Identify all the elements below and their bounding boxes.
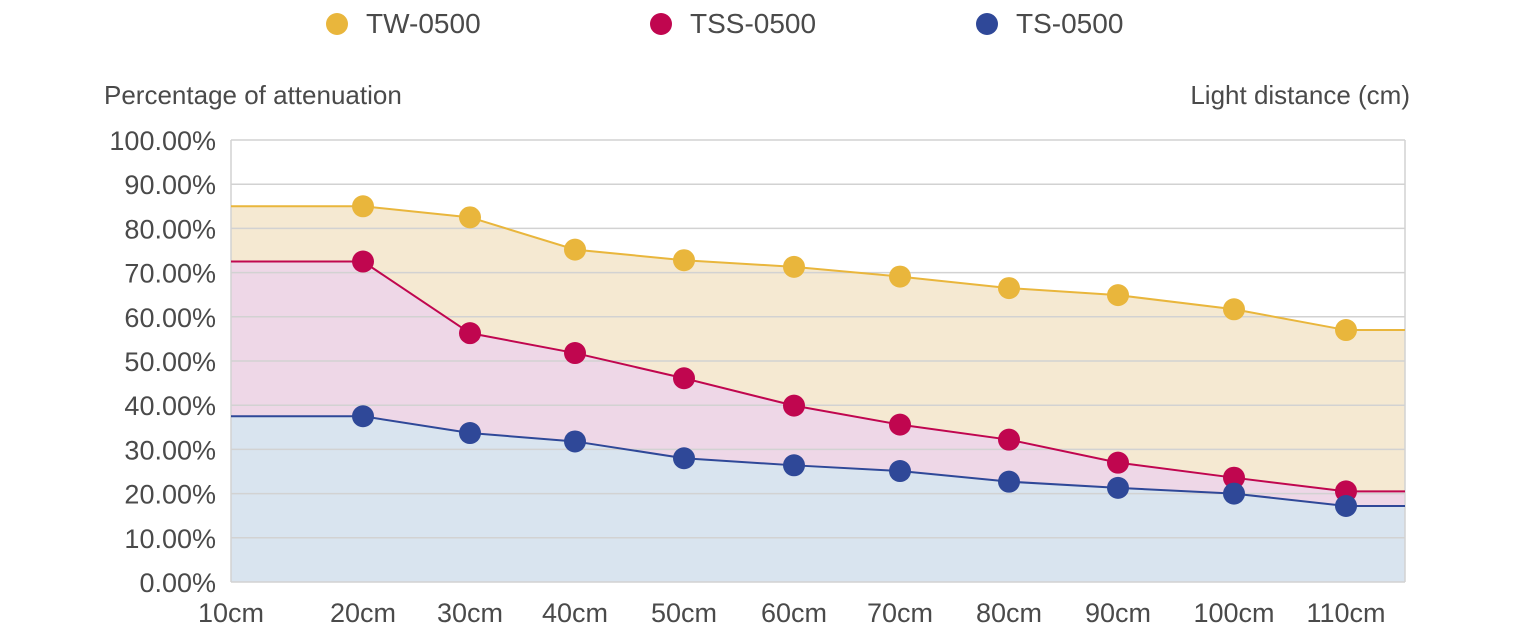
legend-dot-icon (650, 13, 672, 35)
data-point-ts-0500 (998, 470, 1020, 493)
x-tick-label: 20cm (330, 598, 396, 628)
x-tick-label: 110cm (1306, 598, 1385, 628)
line-layer (231, 205, 1405, 507)
data-point-tss-0500 (783, 394, 805, 417)
data-point-tss-0500 (459, 322, 481, 345)
grid-layer (230, 139, 1406, 583)
legend-label: TSS-0500 (690, 8, 817, 39)
data-point-ts-0500 (673, 447, 695, 470)
x-tick-label: 30cm (437, 598, 503, 628)
x-tick-layer: 10cm 20cm 30cm 40cm 50cm 60cm 70cm 80cm 90cm 100c… (198, 598, 1386, 628)
y-tick-label: 90.00% (124, 170, 216, 200)
data-point-tss-0500 (998, 428, 1020, 451)
point-layer (352, 195, 1357, 517)
data-point-ts-0500 (564, 430, 586, 453)
data-point-tw-0500 (673, 249, 695, 272)
data-point-tw-0500 (352, 195, 374, 218)
x-tick-label: 70cm (867, 598, 933, 628)
legend-dot-icon (326, 13, 348, 35)
x-tick-label: 60cm (761, 598, 827, 628)
series-line-tss-0500 (231, 260, 1405, 493)
y-tick-label: 60.00% (124, 303, 216, 333)
area-ts-0500 (231, 416, 1405, 582)
data-point-tw-0500 (783, 255, 805, 278)
data-point-tss-0500 (352, 250, 374, 273)
data-point-ts-0500 (1335, 494, 1357, 517)
y-tick-label: 40.00% (124, 391, 216, 421)
series-line-ts-0500 (231, 415, 1405, 507)
data-point-ts-0500 (889, 460, 911, 483)
data-point-ts-0500 (459, 422, 481, 445)
data-point-tss-0500 (1107, 451, 1129, 474)
series-line-tw-0500 (231, 205, 1405, 332)
data-point-tw-0500 (889, 265, 911, 288)
x-axis-title: Light distance (cm) (1190, 80, 1410, 110)
legend-label: TW-0500 (366, 8, 481, 39)
x-tick-label: 10cm (198, 598, 264, 628)
y-tick-label: 100.00% (109, 126, 216, 156)
y-tick-label: 20.00% (124, 480, 216, 510)
data-point-tw-0500 (1223, 298, 1245, 321)
legend-dot-icon (976, 13, 998, 35)
x-tick-label: 40cm (542, 598, 608, 628)
legend-item-tw-0500[interactable]: TW-0500 (326, 4, 481, 44)
y-tick-label: 10.00% (124, 524, 216, 554)
data-point-tw-0500 (998, 277, 1020, 300)
data-point-tss-0500 (889, 413, 911, 436)
y-tick-label: 30.00% (124, 435, 216, 465)
data-point-tss-0500 (564, 342, 586, 365)
data-point-ts-0500 (1107, 476, 1129, 499)
data-point-tw-0500 (1107, 284, 1129, 307)
y-axis-title: Percentage of attenuation (104, 80, 402, 110)
legend-item-tss-0500[interactable]: TSS-0500 (650, 4, 816, 44)
data-point-tss-0500 (1223, 466, 1245, 489)
data-point-ts-0500 (783, 454, 805, 477)
data-point-tw-0500 (1335, 319, 1357, 342)
data-point-tw-0500 (459, 206, 481, 229)
y-tick-label: 80.00% (124, 214, 216, 244)
y-tick-label: 50.00% (124, 347, 216, 377)
legend: TW-0500 TSS-0500 TS-0500 (0, 4, 1530, 44)
data-point-ts-0500 (352, 405, 374, 428)
data-point-ts-0500 (1223, 482, 1245, 505)
y-tick-label: 70.00% (124, 259, 216, 289)
legend-label: TS-0500 (1016, 8, 1124, 39)
x-tick-label: 90cm (1085, 598, 1151, 628)
x-tick-label: 100cm (1193, 598, 1274, 628)
data-point-tss-0500 (673, 367, 695, 390)
area-layer (231, 206, 1405, 583)
y-tick-layer: 0.00% 10.00% 20.00% 30.00% 40.00% 50.00% 60.00… (109, 126, 216, 598)
data-point-tw-0500 (564, 238, 586, 261)
x-tick-label: 50cm (651, 598, 717, 628)
y-tick-label: 0.00% (139, 568, 216, 598)
x-tick-label: 80cm (976, 598, 1042, 628)
legend-item-ts-0500[interactable]: TS-0500 (976, 4, 1123, 44)
